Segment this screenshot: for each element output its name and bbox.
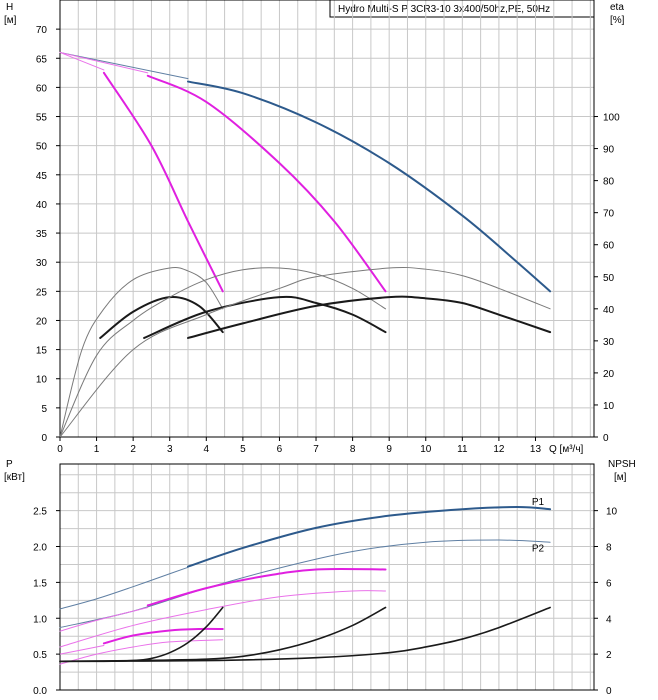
power-chart-p1-mid-line (146, 567, 387, 607)
power-chart-p2-mid-line (59, 590, 387, 648)
head-tick-label: 10 (36, 375, 48, 386)
head-tick-label: 70 (36, 25, 48, 36)
eta-tick-label: 80 (603, 177, 615, 188)
flow-tick-label: 12 (493, 444, 505, 455)
head-chart-h-min-thin-line (59, 51, 105, 71)
head-chart-eta-mid-thin-line (59, 267, 387, 438)
head-chart-eta-mid-line (143, 295, 387, 339)
flow-tick-label: 10 (420, 444, 432, 455)
eta-tick-label: 60 (603, 241, 615, 252)
power-tick-label: 2.5 (33, 507, 47, 518)
head-tick-label: 50 (36, 142, 48, 153)
flow-tick-label: 9 (386, 444, 392, 455)
eta-tick-label: 20 (603, 369, 615, 380)
curve-label-p1: P1 (532, 497, 545, 508)
head-chart-h-mid-line (146, 74, 387, 293)
npsh-axis-unit: [м] (614, 472, 627, 483)
eta-tick-label: 40 (603, 305, 615, 316)
head-tick-label: 15 (36, 346, 48, 357)
power-chart-p1-line (187, 506, 552, 568)
power-chart-npsh-max-line (59, 606, 551, 663)
head-axis-label: H (6, 2, 13, 13)
head-tick-label: 40 (36, 200, 48, 211)
npsh-tick-label: 10 (606, 507, 618, 518)
power-chart-p1-min-thin-line (59, 645, 105, 655)
eta-tick-label: 10 (603, 401, 615, 412)
head-chart-grid (59, 0, 595, 438)
head-chart-eta-max-thin-line (59, 266, 551, 438)
power-chart-p2-min-line (59, 639, 224, 665)
flow-tick-label: 13 (530, 444, 542, 455)
eta-tick-label: 70 (603, 209, 615, 220)
head-tick-label: 35 (36, 229, 48, 240)
flow-axis-label: Q [м³/ч] (549, 444, 584, 455)
flow-tick-label: 7 (313, 444, 319, 455)
head-tick-label: 0 (41, 433, 47, 444)
power-tick-label: 1.0 (33, 614, 47, 625)
head-chart-eta-max-line (187, 295, 552, 339)
eta-tick-label: 0 (603, 433, 609, 444)
power-chart-p1-min-line (102, 627, 224, 645)
eta-axis-label: eta (610, 2, 624, 13)
eta-tick-label: 100 (603, 113, 620, 124)
head-chart-h-max-line (187, 80, 552, 293)
head-chart-h-min-line (102, 71, 224, 293)
power-tick-label: 2.0 (33, 543, 47, 554)
power-chart-frame (59, 463, 595, 691)
npsh-tick-label: 4 (606, 614, 612, 625)
power-axis-unit: [кВт] (4, 472, 25, 483)
head-tick-label: 5 (41, 404, 47, 415)
flow-tick-label: 3 (167, 444, 173, 455)
power-chart-grid (59, 463, 595, 691)
flow-tick-label: 11 (457, 444, 468, 455)
npsh-tick-label: 0 (606, 686, 612, 697)
flow-tick-label: 2 (130, 444, 136, 455)
power-tick-label: 1.5 (33, 578, 47, 589)
flow-tick-label: 5 (240, 444, 246, 455)
head-chart-h-mid-thin-line (59, 51, 149, 74)
head-tick-label: 25 (36, 287, 48, 298)
npsh-axis-label: NPSH (608, 459, 636, 470)
head-tick-label: 60 (36, 83, 48, 94)
power-chart-p1-mid-thin-line (59, 606, 149, 632)
head-tick-label: 30 (36, 258, 48, 269)
power-chart-p1-thin-line (59, 566, 189, 610)
head-axis-unit: [м] (4, 15, 17, 26)
flow-tick-label: 1 (94, 444, 100, 455)
eta-axis-unit: [%] (610, 15, 625, 26)
flow-tick-label: 6 (277, 444, 283, 455)
npsh-tick-label: 2 (606, 650, 612, 661)
power-npsh-curves: P1 P2 (59, 497, 552, 665)
npsh-tick-label: 8 (606, 543, 612, 554)
power-tick-label: 0.0 (33, 686, 47, 697)
eta-tick-label: 90 (603, 145, 615, 156)
eta-tick-label: 50 (603, 273, 615, 284)
flow-tick-label: 8 (350, 444, 356, 455)
head-chart-frame (59, 0, 595, 438)
power-tick-label: 0.5 (33, 650, 47, 661)
curve-label-p2: P2 (532, 544, 545, 555)
flow-tick-label: 0 (57, 444, 63, 455)
head-tick-label: 45 (36, 171, 48, 182)
head-tick-label: 20 (36, 316, 48, 327)
head-tick-label: 55 (36, 113, 48, 124)
flow-tick-label: 4 (204, 444, 210, 455)
axis-ticks: 0510152025303540455055606570010203040506… (33, 25, 620, 697)
eta-tick-label: 30 (603, 337, 615, 348)
head-efficiency-curves (59, 51, 552, 438)
npsh-tick-label: 6 (606, 578, 612, 589)
head-tick-label: 65 (36, 54, 48, 65)
power-axis-label: P (6, 459, 13, 470)
